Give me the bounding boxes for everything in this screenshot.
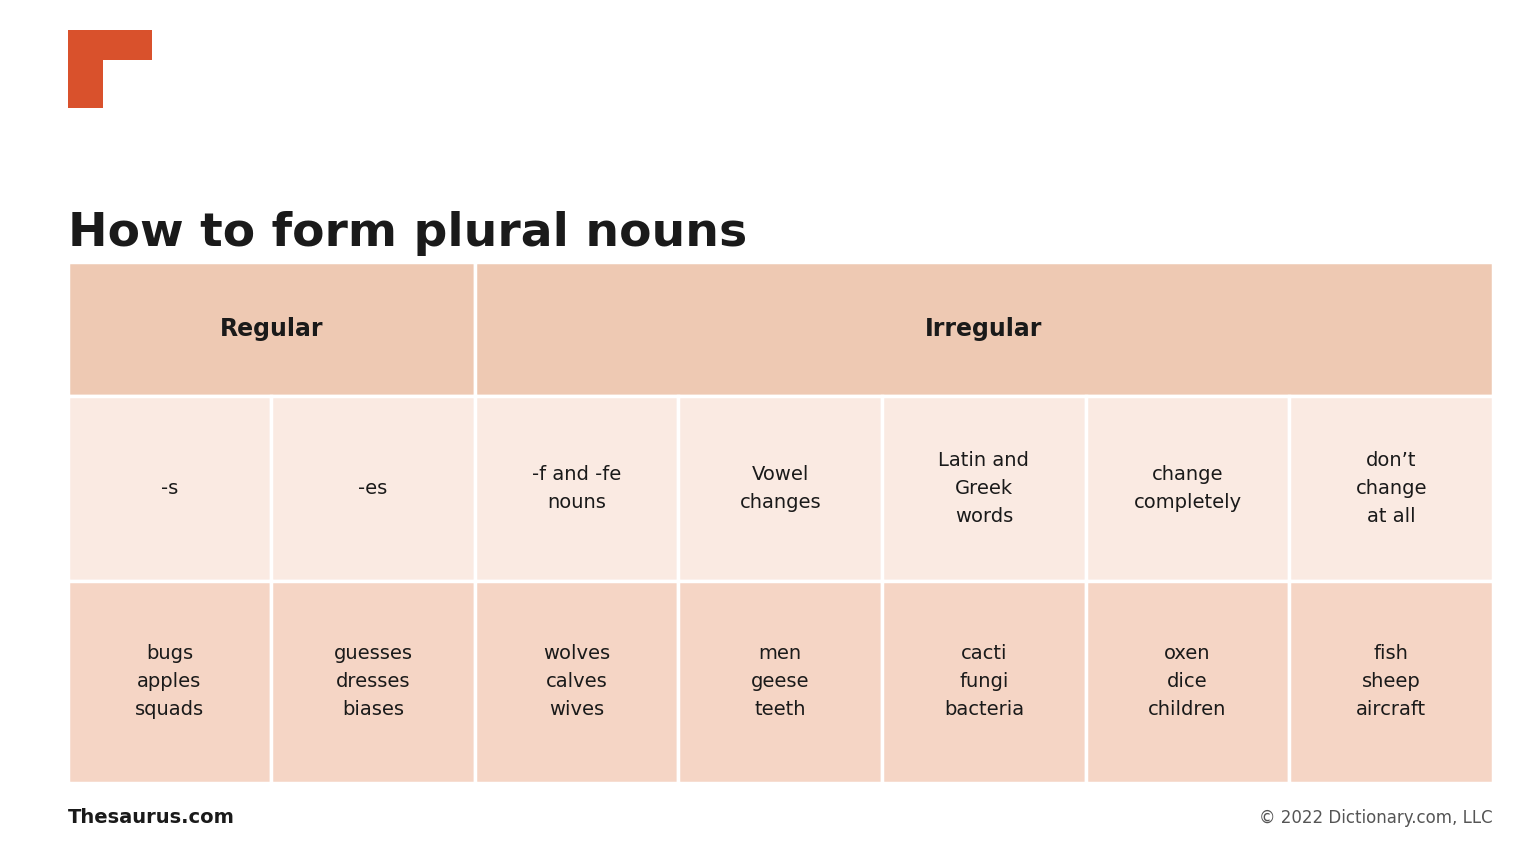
- Text: don’t
change
at all: don’t change at all: [1355, 451, 1427, 525]
- Text: Thesaurus.com: Thesaurus.com: [68, 808, 235, 827]
- Text: fish
sheep
aircraft: fish sheep aircraft: [1356, 644, 1427, 719]
- Text: -es: -es: [358, 478, 387, 498]
- Text: © 2022 Dictionary.com, LLC: © 2022 Dictionary.com, LLC: [1260, 809, 1493, 827]
- Text: cacti
fungi
bacteria: cacti fungi bacteria: [943, 644, 1025, 719]
- Text: Regular: Regular: [220, 317, 323, 341]
- Text: men
geese
teeth: men geese teeth: [751, 644, 809, 719]
- Text: Irregular: Irregular: [925, 317, 1043, 341]
- Text: -s: -s: [161, 478, 178, 498]
- Text: How to form plural nouns: How to form plural nouns: [68, 211, 746, 255]
- Text: wolves
calves
wives: wolves calves wives: [544, 644, 610, 719]
- Text: bugs
apples
squads: bugs apples squads: [135, 644, 204, 719]
- Text: Vowel
changes: Vowel changes: [739, 464, 822, 512]
- Text: Latin and
Greek
words: Latin and Greek words: [938, 451, 1029, 525]
- Text: guesses
dresses
biases: guesses dresses biases: [333, 644, 413, 719]
- Text: oxen
dice
children: oxen dice children: [1149, 644, 1227, 719]
- Text: -f and -fe
nouns: -f and -fe nouns: [531, 464, 621, 512]
- Text: change
completely: change completely: [1134, 464, 1241, 512]
